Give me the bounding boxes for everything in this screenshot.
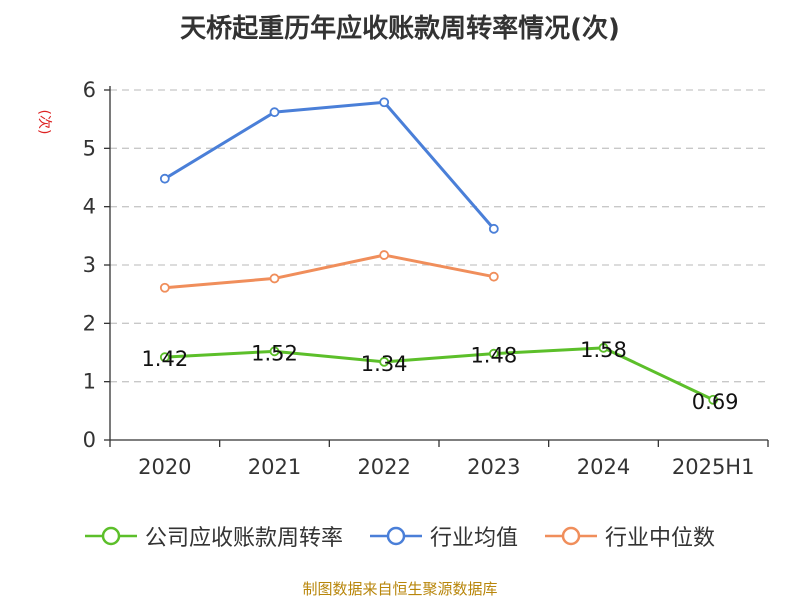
- data-label: 1.34: [361, 352, 408, 376]
- y-tick-label: 1: [83, 370, 96, 394]
- y-tick-label: 2: [83, 311, 96, 335]
- legend-marker-industry-median-icon: [545, 526, 597, 546]
- x-tick-label: 2025H1: [672, 455, 755, 479]
- legend-marker-industry-avg-icon: [369, 526, 422, 546]
- x-tick-label: 2023: [467, 455, 520, 479]
- data-source-note: 制图数据来自恒生聚源数据库: [302, 580, 498, 598]
- y-tick-label: 0: [83, 428, 96, 452]
- data-point-industry-avg: [269, 107, 280, 118]
- data-point-company: [598, 342, 609, 353]
- x-tick-label: 2024: [577, 455, 630, 479]
- data-point-industry-median: [379, 250, 390, 260]
- data-point-company: [379, 356, 390, 367]
- data-point-industry-avg: [488, 223, 499, 234]
- series-line-company: [164, 346, 714, 402]
- data-point-industry-median: [269, 273, 280, 284]
- y-tick-label: 4: [83, 195, 96, 219]
- chart-title: 天桥起重历年应收账款周转率情况(次): [180, 14, 620, 44]
- data-point-industry-median: [159, 282, 170, 293]
- y-tick-label: 6: [83, 78, 96, 102]
- x-tick-label: 2022: [357, 455, 410, 479]
- data-label: 1.48: [470, 344, 517, 368]
- legend-label-company: 公司应收账款周转率: [144, 526, 343, 551]
- data-point-company: [269, 346, 280, 357]
- legend: 公司应收账款周转率 行业均值 行业中位数: [0, 520, 800, 553]
- legend-item-industry-median[interactable]: 行业中位数: [545, 520, 715, 552]
- data-label: 0.69: [692, 390, 739, 414]
- data-point-industry-avg: [159, 173, 170, 184]
- data-label: 1.52: [251, 341, 298, 365]
- data-point-industry-avg: [379, 97, 390, 108]
- x-tick-label: 2021: [248, 455, 301, 479]
- legend-item-company[interactable]: 公司应收账款周转率: [84, 520, 343, 552]
- legend-label-industry-avg: 行业均值: [429, 526, 518, 551]
- data-point-company: [488, 348, 499, 359]
- y-tick-label: 5: [83, 136, 96, 160]
- data-point-industry-median: [488, 271, 499, 282]
- legend-label-industry-median: 行业中位数: [605, 526, 716, 551]
- data-label: 1.58: [580, 338, 627, 362]
- y-tick-label: 3: [83, 253, 96, 277]
- legend-marker-company-icon: [84, 526, 137, 546]
- data-point-company: [708, 394, 719, 405]
- data-point-company: [159, 352, 170, 363]
- legend-item-industry-avg[interactable]: 行业均值: [369, 520, 518, 552]
- data-label: 1.42: [141, 347, 188, 371]
- x-tick-label: 2020: [138, 455, 191, 479]
- series-line-industry-median: [164, 253, 495, 290]
- series-line-industry-avg: [164, 100, 495, 230]
